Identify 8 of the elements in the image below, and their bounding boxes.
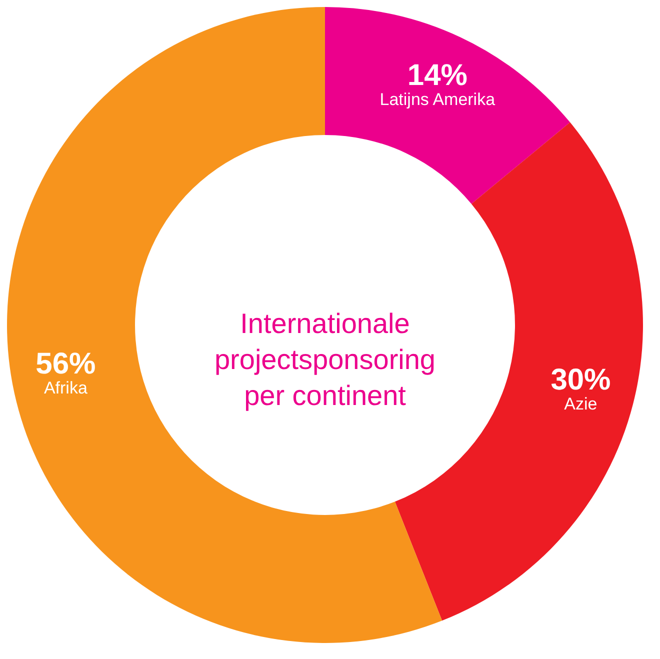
data-label: 30% [550, 364, 611, 397]
slice-label: Afrika [44, 378, 88, 398]
slice-label: Azie [564, 394, 598, 414]
text: Internationale projectsponsoring per continent [214, 308, 436, 411]
donut-slice [325, 7, 570, 204]
data-label: 14% [407, 59, 468, 92]
data-label: 56% [36, 347, 96, 380]
slice-label: Latijns Amerika [380, 90, 496, 110]
